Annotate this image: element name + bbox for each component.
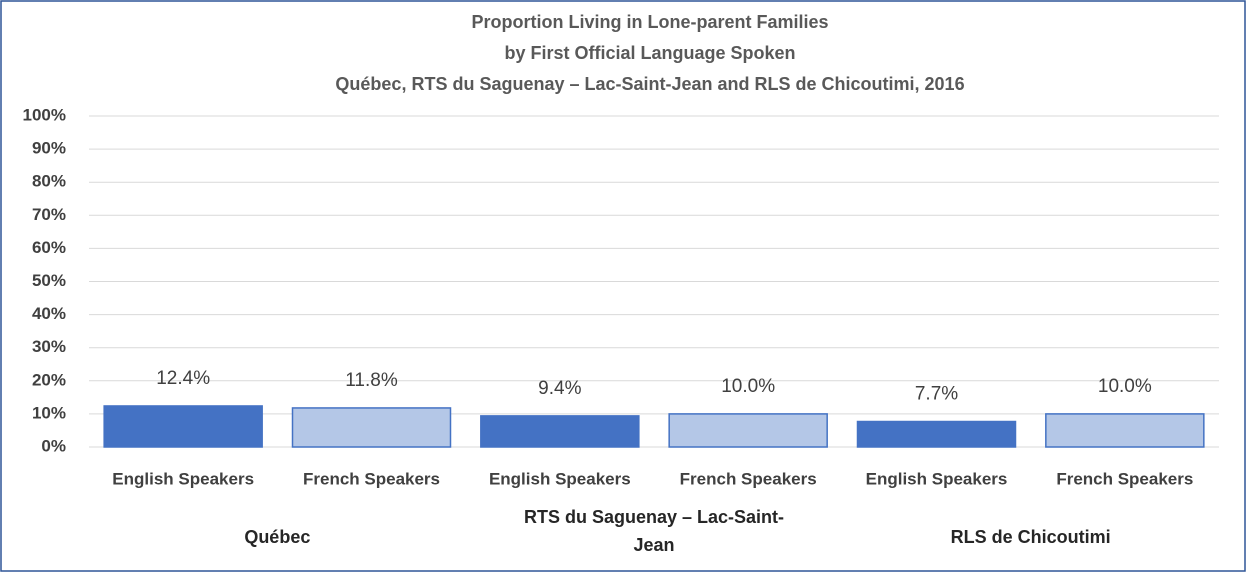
y-tick-label: 90% — [32, 139, 66, 158]
y-tick-label: 40% — [32, 304, 66, 323]
x-tick-label: English Speakers — [866, 469, 1008, 488]
y-tick-label: 30% — [32, 337, 66, 356]
value-label: 7.7% — [915, 384, 958, 405]
value-label: 12.4% — [156, 368, 210, 389]
x-tick-label: French Speakers — [680, 469, 817, 488]
y-tick-label: 50% — [32, 271, 66, 290]
chart-title: Proportion Living in Lone-parent Familie… — [471, 12, 828, 32]
bar — [103, 405, 263, 448]
y-tick-label: 100% — [23, 105, 66, 124]
bar — [480, 415, 640, 448]
value-label: 10.0% — [1098, 376, 1152, 397]
value-label: 10.0% — [721, 376, 775, 397]
value-label: 9.4% — [538, 378, 581, 399]
value-label: 11.8% — [345, 370, 398, 391]
y-tick-label: 20% — [32, 370, 66, 389]
x-tick-label: English Speakers — [489, 469, 631, 488]
group-label: RTS du Saguenay – Lac-Saint-Jean — [523, 507, 785, 555]
y-tick-label: 0% — [41, 436, 66, 455]
group-label: Québec — [244, 527, 311, 547]
x-tick-label: English Speakers — [112, 469, 254, 488]
y-tick-label: 70% — [32, 205, 66, 224]
bar — [1045, 413, 1205, 448]
y-tick-label: 60% — [32, 238, 66, 257]
chart-title: by First Official Language Spoken — [504, 43, 795, 63]
x-tick-label: French Speakers — [303, 469, 440, 488]
group-label: RLS de Chicoutimi — [950, 527, 1111, 547]
bar — [291, 407, 452, 448]
x-tick-label: French Speakers — [1056, 469, 1193, 488]
bar — [856, 420, 1017, 448]
bar — [668, 413, 828, 448]
y-tick-label: 80% — [32, 172, 66, 191]
chart-title: Québec, RTS du Saguenay – Lac-Saint-Jean… — [335, 74, 964, 94]
y-tick-label: 10% — [32, 403, 66, 422]
